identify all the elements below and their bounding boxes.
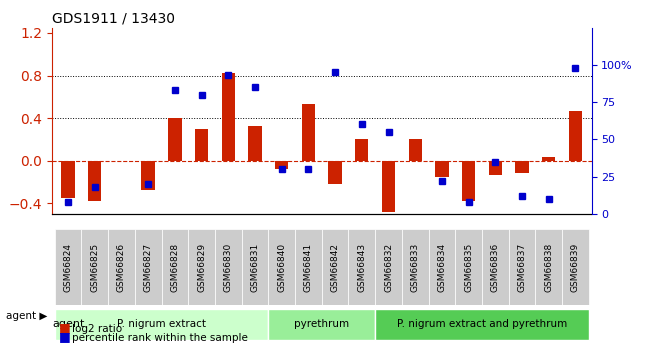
Bar [222,73,235,161]
Bar [328,161,342,184]
FancyBboxPatch shape [562,229,589,305]
Bar [462,161,475,201]
FancyBboxPatch shape [509,229,536,305]
Text: GSM66843: GSM66843 [358,243,367,292]
Bar [436,161,448,177]
FancyBboxPatch shape [161,229,188,305]
Bar [382,161,395,212]
FancyBboxPatch shape [215,229,242,305]
Text: GSM66832: GSM66832 [384,243,393,292]
Bar [61,161,75,198]
Text: GSM66834: GSM66834 [437,243,447,292]
FancyBboxPatch shape [482,229,509,305]
Bar [302,104,315,161]
Bar [409,139,422,161]
FancyBboxPatch shape [348,229,375,305]
FancyBboxPatch shape [402,229,428,305]
Text: agent ▶: agent ▶ [6,311,48,321]
FancyBboxPatch shape [242,229,268,305]
Text: GSM66837: GSM66837 [517,243,526,292]
Text: GSM66839: GSM66839 [571,243,580,292]
FancyBboxPatch shape [108,229,135,305]
FancyBboxPatch shape [135,229,161,305]
FancyBboxPatch shape [81,229,108,305]
Text: GSM66829: GSM66829 [197,243,206,292]
Text: P. nigrum extract and pyrethrum: P. nigrum extract and pyrethrum [397,319,567,329]
Text: ■: ■ [58,321,70,334]
Text: GSM66833: GSM66833 [411,243,420,292]
FancyBboxPatch shape [536,229,562,305]
FancyBboxPatch shape [428,229,455,305]
Text: GSM66836: GSM66836 [491,243,500,292]
Text: GSM66831: GSM66831 [250,243,259,292]
FancyBboxPatch shape [375,229,402,305]
FancyBboxPatch shape [295,229,322,305]
Bar [168,118,181,161]
Bar [88,161,101,201]
Bar [542,157,556,161]
Text: GSM66827: GSM66827 [144,243,153,292]
Text: GSM66838: GSM66838 [544,243,553,292]
Bar [248,126,262,161]
Text: GSM66830: GSM66830 [224,243,233,292]
FancyBboxPatch shape [268,229,295,305]
FancyBboxPatch shape [268,309,375,340]
Text: GSM66824: GSM66824 [64,243,73,292]
Text: GSM66835: GSM66835 [464,243,473,292]
FancyBboxPatch shape [55,229,81,305]
Text: pyrethrum: pyrethrum [294,319,349,329]
Bar [195,129,208,161]
Bar [569,111,582,161]
Text: P. nigrum extract: P. nigrum extract [117,319,206,329]
Text: agent: agent [52,319,84,329]
Text: GSM66840: GSM66840 [277,243,286,292]
Text: GSM66828: GSM66828 [170,243,179,292]
FancyBboxPatch shape [375,309,589,340]
Text: percentile rank within the sample: percentile rank within the sample [72,333,248,343]
Bar [142,161,155,190]
Text: ■: ■ [58,330,70,343]
FancyBboxPatch shape [322,229,348,305]
FancyBboxPatch shape [455,229,482,305]
Bar [275,161,289,169]
Bar [489,161,502,175]
Text: GDS1911 / 13430: GDS1911 / 13430 [52,11,175,25]
Bar [515,161,528,174]
Text: GSM66825: GSM66825 [90,243,99,292]
Text: log2 ratio: log2 ratio [72,324,122,334]
Text: GSM66841: GSM66841 [304,243,313,292]
FancyBboxPatch shape [55,309,268,340]
Text: GSM66826: GSM66826 [117,243,126,292]
Bar [355,139,369,161]
FancyBboxPatch shape [188,229,215,305]
Text: GSM66842: GSM66842 [331,243,339,292]
